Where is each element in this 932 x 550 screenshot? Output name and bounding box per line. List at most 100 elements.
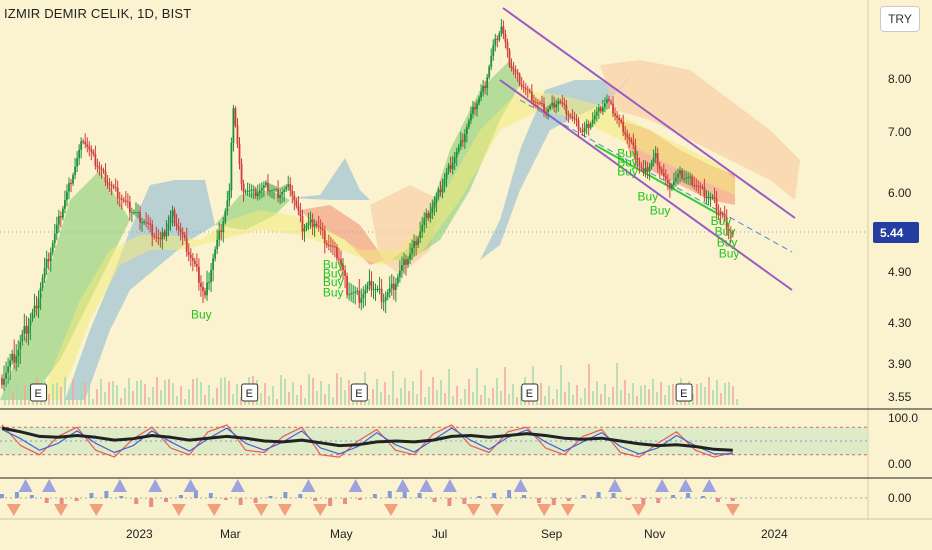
candle-body [537, 102, 539, 104]
candle-body [577, 120, 580, 130]
candle-body [80, 141, 83, 150]
candle-body [228, 190, 231, 201]
candle-body [31, 312, 34, 319]
candle-body [620, 120, 623, 123]
candle-body [214, 249, 217, 259]
candle-body [583, 127, 586, 132]
candle-body [656, 153, 659, 166]
volume-bar [692, 394, 694, 405]
buy-signal-label: Buy [191, 308, 212, 322]
candle-body [43, 268, 46, 278]
candle-body [534, 102, 537, 104]
candle-body [565, 104, 568, 115]
candle-body [610, 101, 612, 104]
candle-body [307, 222, 310, 226]
volume-bar [196, 378, 198, 405]
candle-body [476, 103, 478, 110]
volume-bar [92, 399, 94, 405]
candle-body [707, 197, 710, 199]
histogram-up-marker [348, 479, 363, 492]
volume-bar [492, 388, 494, 405]
candle-body [139, 211, 141, 223]
time-axis-label: Nov [644, 527, 665, 541]
volume-bar [148, 397, 150, 405]
price-tick-label: 4.30 [888, 316, 912, 330]
candle-body [362, 293, 365, 299]
volume-bar [552, 399, 554, 405]
candle-body [102, 170, 105, 172]
candle-body [522, 86, 525, 88]
histogram-up-marker [678, 479, 693, 492]
volume-bar [540, 383, 542, 405]
candle-body [701, 186, 704, 188]
candle-body [15, 356, 18, 363]
candle-body [187, 251, 190, 255]
candle-body [74, 166, 76, 176]
volume-bar [704, 387, 706, 405]
candle-body [601, 107, 604, 112]
candle-body [413, 240, 415, 248]
candle-body [587, 123, 590, 128]
volume-bar [648, 389, 650, 405]
candle-body [336, 247, 338, 259]
histogram-bar [238, 498, 243, 505]
candle-body [612, 103, 614, 114]
candle-body [334, 246, 336, 248]
candle-body [396, 276, 399, 284]
candle-body [126, 201, 129, 203]
earnings-marker-label: E [680, 388, 687, 400]
candle-body [520, 84, 523, 87]
volume-bar [400, 388, 402, 405]
histogram-bar [566, 498, 571, 501]
time-axis-label: Jul [432, 527, 447, 541]
candle-body [5, 372, 7, 379]
candle-body [202, 286, 204, 292]
blue-cloud [290, 158, 370, 200]
candle-body [311, 219, 314, 227]
candle-body [283, 189, 286, 193]
volume-bar [108, 382, 110, 405]
histogram-up-marker [301, 479, 316, 492]
candle-body [679, 170, 681, 175]
candle-body [717, 210, 720, 213]
candle-body [246, 191, 249, 193]
candle-body [599, 107, 602, 112]
candle-body [59, 215, 62, 218]
histogram-bar [536, 498, 541, 503]
volume-bar [312, 378, 314, 405]
candle-body [715, 198, 718, 211]
currency-button[interactable]: TRY [880, 6, 920, 32]
candle-body [106, 182, 109, 184]
price-tick-label: 8.00 [888, 72, 912, 86]
candle-body [423, 218, 426, 225]
volume-bar [52, 384, 54, 405]
histogram-bar [402, 489, 407, 498]
candle-body [526, 89, 529, 91]
candle-body [668, 183, 671, 189]
candle-body [331, 246, 334, 248]
candle-body [88, 146, 91, 150]
volume-bar [484, 385, 486, 405]
price-tick-label: 3.90 [888, 357, 912, 371]
time-axis-label: 2023 [126, 527, 153, 541]
candle-body [528, 90, 531, 92]
candle-body [441, 185, 444, 193]
price-tick-label: 3.55 [888, 390, 912, 404]
candle-body [388, 288, 391, 293]
candle-body [453, 157, 456, 164]
volume-bar [168, 379, 170, 405]
candle-body [532, 100, 535, 103]
histogram-bar [89, 493, 94, 498]
candle-body [433, 202, 436, 208]
candle-body [553, 102, 556, 108]
green-ribbon [0, 170, 130, 400]
candle-body [555, 104, 558, 108]
volume-bar [660, 382, 662, 405]
candle-body [143, 222, 145, 224]
candle-body [11, 353, 14, 361]
volume-bar [96, 389, 98, 405]
candle-body [313, 223, 316, 227]
volume-bar [636, 396, 638, 405]
volume-bar [392, 371, 394, 405]
